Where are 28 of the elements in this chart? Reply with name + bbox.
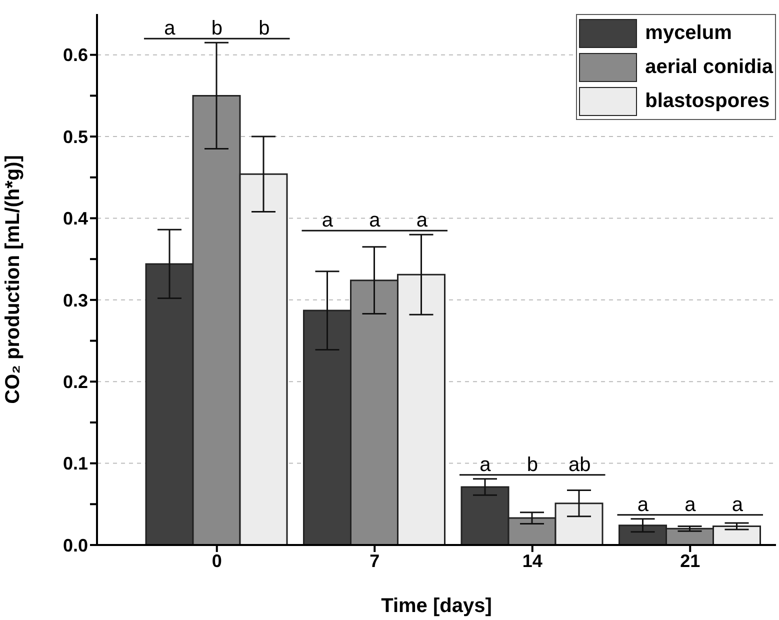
x-axis-title: Time [days]	[381, 595, 492, 617]
legend-label: mycelum	[645, 22, 732, 44]
y-axis-title: CO₂ production [mL/(h*g)]	[2, 155, 24, 404]
annotation: a	[684, 494, 697, 516]
annotation: a	[369, 210, 382, 232]
y-tick-label: 0.1	[62, 454, 88, 474]
annotation: ab	[568, 454, 591, 476]
annotation: a	[637, 494, 650, 516]
x-tick-label: 14	[522, 550, 542, 571]
annotation: a	[480, 454, 492, 476]
y-tick-label: 0.2	[62, 372, 88, 392]
x-tick-label: 0	[212, 550, 222, 571]
annotation: b	[526, 454, 538, 476]
annotation: a	[164, 18, 176, 40]
annotation: b	[211, 18, 222, 40]
x-tick-label: 7	[370, 550, 380, 571]
y-tick-label: 0.6	[62, 45, 88, 66]
y-tick-label: 0.5	[62, 126, 88, 147]
y-tick-label: 0.0	[62, 535, 88, 556]
x-tick-label: 21	[680, 550, 700, 571]
annotation: a	[416, 210, 428, 232]
annotation: b	[258, 18, 270, 40]
annotation: a	[732, 494, 744, 516]
y-tick-label: 0.3	[62, 290, 88, 310]
legend-label: aerial conidia	[645, 56, 773, 78]
legend-label: blastospores	[645, 90, 770, 112]
y-tick-label: 0.4	[62, 208, 88, 229]
annotation: a	[322, 210, 334, 232]
